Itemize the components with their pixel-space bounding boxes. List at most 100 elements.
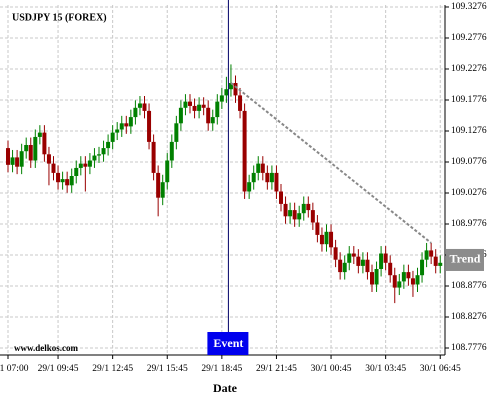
candle-body (69, 176, 74, 186)
candle-body (37, 132, 42, 137)
candle-body (42, 132, 47, 155)
candle-body (101, 148, 106, 155)
candles (6, 64, 443, 304)
candle-body (142, 103, 147, 111)
y-tick-label: 108.8276 (451, 312, 487, 322)
watermark: www.delkos.com (14, 343, 79, 353)
candle-body (238, 95, 243, 111)
candle-body (147, 110, 152, 142)
candle-body (247, 182, 252, 192)
candle-body (28, 145, 33, 161)
y-tick-label: 108.7776 (451, 343, 487, 353)
candle-body (429, 250, 434, 257)
candle-body (124, 123, 129, 127)
candle-body (46, 154, 51, 164)
trend-label: Trend (450, 252, 481, 266)
candle-body (10, 157, 15, 165)
candle-body (242, 110, 247, 192)
y-tick-label: 108.9776 (451, 219, 487, 229)
event-label-box (207, 332, 249, 355)
candle-body (333, 247, 338, 260)
candle-body (201, 104, 206, 108)
candle-body (274, 172, 279, 192)
candle-body (165, 160, 170, 183)
candle-body (301, 203, 306, 214)
candle-body (329, 231, 334, 248)
candle-body (338, 259, 343, 273)
candle-body (265, 172, 270, 183)
candle-body (137, 103, 142, 108)
candle-body (156, 172, 161, 198)
candle-body (388, 262, 393, 276)
x-tick-label: 30/1 03:45 (365, 364, 406, 374)
candle-body (420, 259, 425, 276)
x-tick-label: 29/1 18:45 (201, 364, 242, 374)
candle-body (424, 250, 429, 260)
candle-body (383, 253, 388, 263)
candle-body (174, 123, 179, 142)
x-tick-label: 29/1 07:00 (0, 364, 29, 374)
x-tick-label: 30/1 00:45 (311, 364, 352, 374)
candle-body (433, 256, 438, 266)
candle-body (251, 172, 256, 183)
candle-body (15, 157, 20, 167)
candle-body (97, 154, 101, 156)
candle-body (401, 272, 406, 282)
candle-body (219, 95, 224, 102)
candle-body (197, 104, 202, 111)
x-tick-label: 29/1 09:45 (38, 364, 79, 374)
candle-body (315, 222, 320, 235)
candle-body (228, 82, 233, 90)
candle-body (438, 262, 443, 266)
candle-body (183, 101, 188, 108)
candle-body (210, 117, 215, 124)
candle-body (379, 253, 384, 270)
candle-body (83, 163, 88, 167)
candle-body (206, 107, 211, 124)
candle-body (342, 262, 347, 273)
candle-body (78, 163, 83, 168)
candle-body (374, 269, 379, 285)
y-tick-label: 109.2776 (451, 33, 487, 43)
candle-body (392, 275, 397, 288)
candle-body (192, 105, 197, 111)
candle-body (224, 89, 229, 96)
chart-title: USDJPY 15 (FOREX) (12, 12, 107, 23)
candle-body (292, 210, 297, 220)
candle-body (415, 275, 420, 285)
candle-body (151, 141, 156, 173)
candle-body (24, 145, 29, 152)
y-tick-label: 108.8776 (451, 281, 487, 291)
candle-body (356, 256, 361, 266)
candle-body (347, 253, 352, 263)
x-tick-label: 29/1 15:45 (147, 364, 188, 374)
event-label: Event (213, 336, 243, 350)
candle-body (92, 155, 97, 161)
candle-body (106, 141, 111, 149)
candle-body (169, 141, 174, 161)
candle-body (115, 129, 120, 133)
candle-body (370, 272, 374, 285)
candle-body (87, 160, 92, 167)
candle-body (119, 123, 124, 130)
candle-body (160, 182, 165, 198)
candle-body (56, 172, 61, 183)
y-tick-label: 109.1276 (451, 126, 487, 136)
candle-body (65, 179, 70, 186)
candle-body (110, 132, 115, 142)
candle-body (215, 101, 220, 118)
y-tick-label: 109.1776 (451, 95, 487, 105)
candle-body (6, 148, 10, 165)
candle-body (279, 191, 283, 204)
x-axis-label: Date (213, 381, 238, 395)
candle-body (283, 203, 288, 217)
candle-body (51, 163, 56, 173)
candle-body (260, 163, 265, 173)
x-tick-label: 30/1 06:45 (420, 364, 461, 374)
y-tick-label: 109.0776 (451, 157, 487, 167)
candle-body (33, 136, 38, 161)
y-tick-label: 109.2276 (451, 64, 487, 74)
trend-label-box (446, 248, 484, 271)
trend-line (230, 82, 432, 244)
